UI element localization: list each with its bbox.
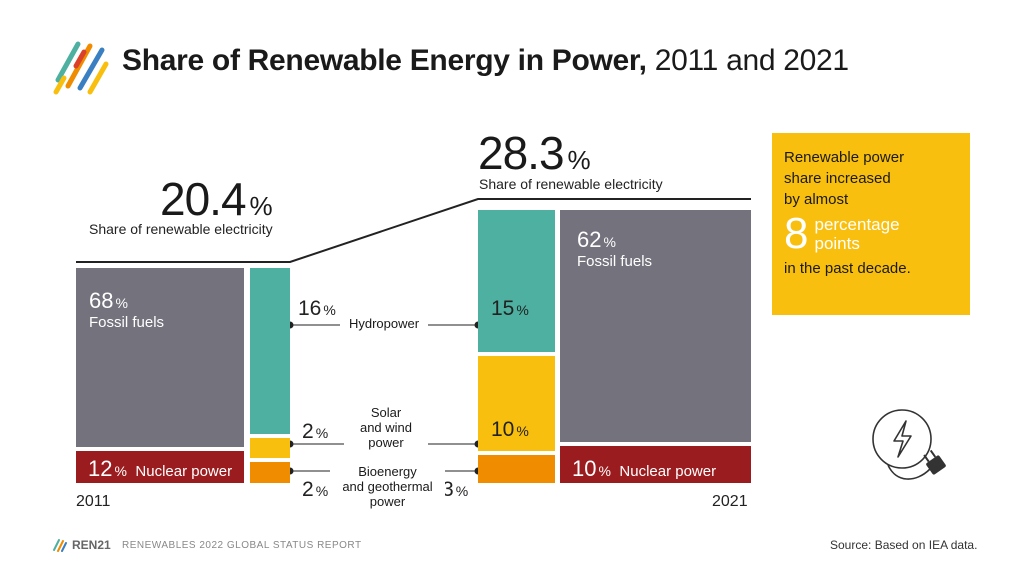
value-2021-bio: 3% xyxy=(442,478,469,501)
callout-box: Renewable power share increased by almos… xyxy=(772,133,970,315)
footer-report: RENEWABLES 2022 GLOBAL STATUS REPORT xyxy=(122,540,362,551)
ren21-stripes-logo-icon xyxy=(53,41,109,95)
category-hydro: Hydropower xyxy=(348,316,420,331)
share-2011-label: Share of renewable electricity xyxy=(89,221,273,237)
bar-2021-hydro xyxy=(478,210,555,352)
bar-2011-bioenergy xyxy=(250,462,290,483)
bar-2021-nuclear xyxy=(560,445,751,483)
bar-2011-solar-wind xyxy=(250,437,290,459)
label-2021-nuclear: 10% Nuclear power xyxy=(572,456,717,481)
value-2011-hydro: 16% xyxy=(298,297,336,320)
bar-2011-fossil xyxy=(76,268,244,448)
category-solar-wind: Solar and wind power xyxy=(344,405,428,450)
bar-2011-hydro xyxy=(250,268,290,434)
label-2021-fossil: 62% Fossil fuels xyxy=(577,227,653,270)
bar-2021-bioenergy xyxy=(478,454,555,483)
power-plug-icon xyxy=(872,409,946,480)
footer-source: Source: Based on IEA data. xyxy=(830,538,978,552)
page-title: Share of Renewable Energy in Power, 2011… xyxy=(122,44,849,77)
bar-2021-fossil xyxy=(560,210,751,442)
value-2011-solar: 2% xyxy=(302,420,329,443)
share-2021-label: Share of renewable electricity xyxy=(479,176,663,192)
label-2011-fossil: 68% Fossil fuels xyxy=(89,288,165,331)
callout-number: 8 xyxy=(784,209,809,258)
value-2021-hydro: 15% xyxy=(491,297,529,320)
label-2011-nuclear: 12% Nuclear power xyxy=(88,456,233,481)
share-2021-value: 28.3% xyxy=(478,127,591,179)
footer-brand: REN21 xyxy=(72,538,111,552)
value-2021-solar: 10% xyxy=(491,418,529,441)
year-2011: 2011 xyxy=(76,493,111,510)
value-2011-bio: 2% xyxy=(302,478,329,501)
bar-2021-solar-wind xyxy=(478,355,555,451)
category-bioenergy: Bioenergy and geothermal power xyxy=(330,464,445,509)
footer-logo-icon xyxy=(53,539,67,552)
share-2011-value: 20.4% xyxy=(160,173,273,225)
share-bracket-line xyxy=(76,198,751,263)
bar-2011-nuclear xyxy=(76,451,244,483)
year-2021: 2021 xyxy=(712,493,748,510)
